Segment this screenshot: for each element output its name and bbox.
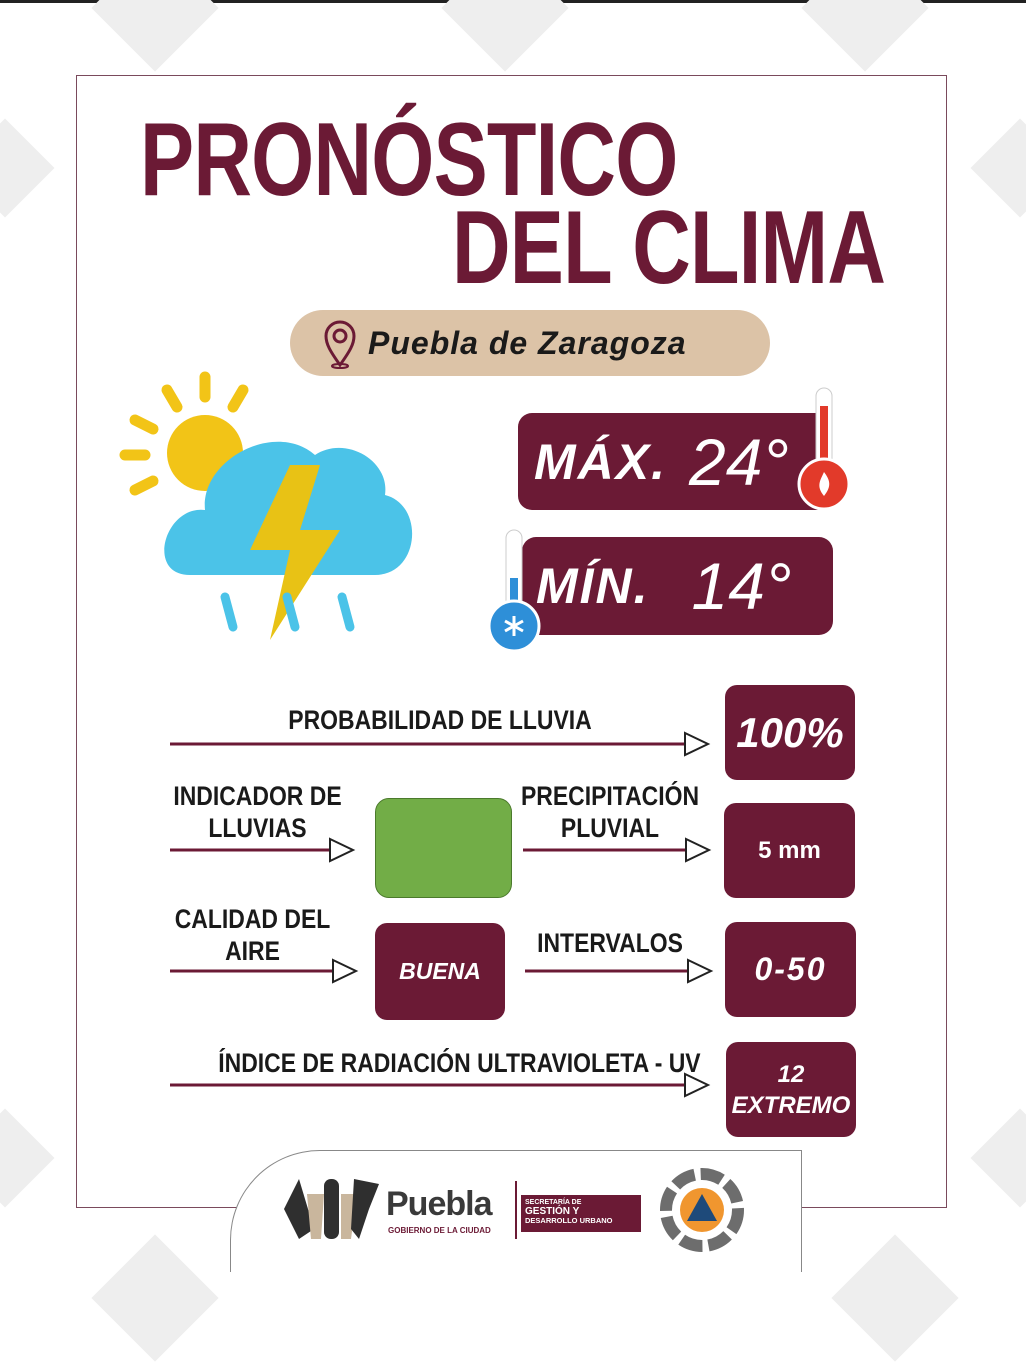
arrow-icon: [170, 958, 359, 984]
footer-logos: Puebla GOBIERNO DE LA CIUDAD SECRETARÍA …: [230, 1150, 802, 1272]
air-quality-value: BUENA: [375, 923, 505, 1020]
uv-index-label: ÍNDICE DE RADIACIÓN ULTRAVIOLETA - UV: [218, 1048, 701, 1078]
intervals-label: INTERVALOS: [537, 928, 683, 958]
title-line2: DEL CLIMA: [452, 190, 886, 306]
rain-indicator-label: INDICADOR DE LLUVIAS: [173, 781, 342, 843]
location-name: Puebla de Zaragoza: [368, 324, 687, 361]
intervals-value: 0-50: [725, 922, 856, 1017]
arrow-icon: [525, 958, 714, 984]
cold-thermometer-icon: [487, 529, 541, 653]
max-label: MÁX.: [534, 433, 667, 490]
puebla-subtitle: GOBIERNO DE LA CIUDAD: [388, 1226, 491, 1235]
min-value: 14°: [691, 549, 792, 623]
location-pill: Puebla de Zaragoza: [290, 310, 770, 376]
puebla-city-emblem-icon: [284, 1179, 379, 1239]
puebla-logo-text: Puebla: [386, 1185, 492, 1223]
arrow-icon: [170, 837, 356, 863]
hot-thermometer-icon: [797, 387, 851, 511]
divider: [515, 1181, 517, 1239]
thunderstorm-partly-sunny-icon: [119, 371, 413, 640]
rain-indicator-swatch: [375, 798, 512, 898]
rain-probability-label: PROBABILIDAD DE LLUVIA: [288, 705, 592, 735]
civil-protection-icon: [660, 1168, 744, 1252]
air-quality-label: CALIDAD DEL AIRE: [174, 904, 331, 966]
precipitation-label: PRECIPITACIÓN PLUVIAL: [520, 781, 700, 843]
max-value: 24°: [689, 424, 789, 499]
arrow-icon: [170, 1072, 711, 1098]
map-pin-icon: [324, 320, 356, 369]
uv-index-value: 12 EXTREMO: [726, 1042, 856, 1137]
rain-probability-value: 100%: [725, 685, 855, 780]
arrow-icon: [170, 731, 711, 757]
title-line1: PRONÓSTICO: [140, 102, 678, 218]
secretaria-logo: SECRETARÍA DE GESTIÓN Y DESARROLLO URBAN…: [521, 1195, 641, 1232]
max-temperature-box: MÁX. 24°: [518, 413, 830, 510]
min-label: MÍN.: [536, 558, 650, 614]
min-temperature-box: MÍN. 14°: [522, 537, 833, 635]
precipitation-value: 5 mm: [724, 803, 855, 898]
arrow-icon: [523, 837, 712, 863]
